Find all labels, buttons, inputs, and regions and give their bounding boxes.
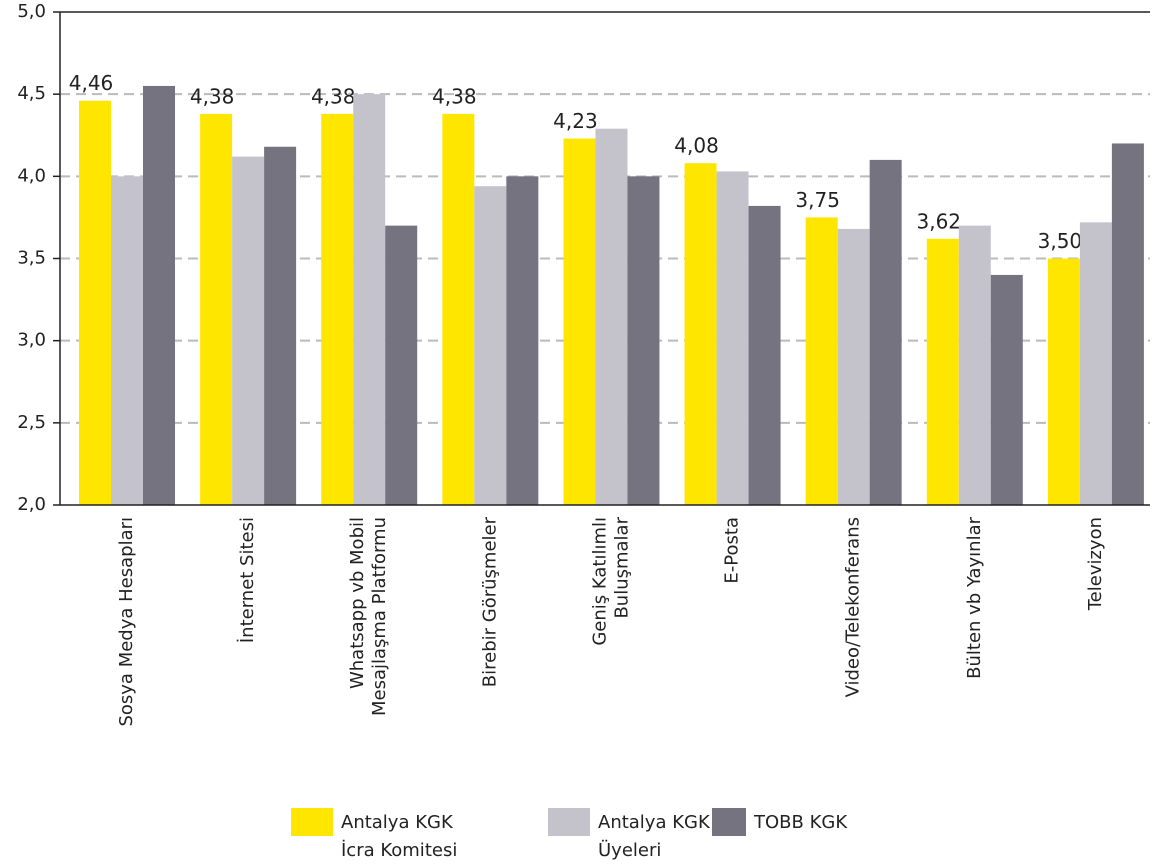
- bar: [143, 85, 175, 505]
- bar: [1111, 143, 1144, 505]
- y-tick-label: 3,0: [17, 330, 46, 351]
- bar: [200, 113, 233, 506]
- legend-label: TOBB KGK: [753, 812, 848, 833]
- bar: [926, 238, 959, 505]
- bar: [627, 176, 660, 506]
- bar: [595, 128, 628, 505]
- y-tick-label: 4,5: [17, 83, 46, 104]
- bar: [353, 94, 386, 506]
- bar: [869, 159, 902, 505]
- data-label: 4,46: [69, 71, 114, 95]
- x-tick-label: Whatsapp vb MobilMesajlaşma Platformu: [347, 517, 390, 716]
- legend-swatch: [291, 808, 333, 836]
- data-label: 4,38: [432, 84, 477, 108]
- x-tick-label: Birebir Görüşmeler: [479, 516, 500, 687]
- bar: [990, 274, 1023, 505]
- bar: [232, 156, 265, 505]
- data-label: 4,08: [674, 134, 719, 158]
- y-tick-label: 5,0: [17, 1, 46, 22]
- bar: [79, 100, 111, 506]
- x-tick-label: Geniş KatılımlıBuluşmalar: [589, 516, 632, 645]
- bar: [1047, 258, 1080, 505]
- bar: [958, 225, 991, 505]
- bar: [684, 163, 717, 506]
- bar: [1079, 222, 1112, 505]
- data-label: 4,38: [190, 84, 235, 108]
- data-label: 3,75: [795, 188, 840, 212]
- bar: [805, 217, 838, 505]
- bar: [264, 146, 297, 505]
- bar: [442, 113, 475, 506]
- legend-label: Antalya KGK İcra Komitesi: [341, 812, 457, 861]
- legend-swatch: [548, 808, 590, 836]
- y-tick-label: 4,0: [17, 165, 46, 186]
- bar: [385, 225, 418, 505]
- data-label: 3,62: [917, 209, 962, 233]
- bar: [837, 228, 870, 506]
- x-tick-label: Sosya Medya Hesapları: [116, 517, 137, 727]
- x-tick-label: İnternet Sitesi: [237, 517, 258, 643]
- bar: [716, 171, 749, 506]
- bar: [563, 138, 596, 505]
- bar: [321, 113, 354, 506]
- x-tick-label: Bülten vb Yayınlar: [964, 516, 985, 678]
- legend-swatch: [712, 808, 746, 836]
- y-tick-label: 2,0: [17, 494, 46, 515]
- y-tick-label: 3,5: [17, 248, 46, 269]
- x-tick-label: Televizyon: [1085, 517, 1106, 611]
- bar: [506, 176, 539, 506]
- bar: [474, 186, 507, 505]
- legend-label: Antalya KGK Üyeleri: [598, 812, 711, 861]
- y-tick-label: 2,5: [17, 412, 46, 433]
- x-tick-label: Video/Telekonferans: [843, 517, 864, 697]
- bar: [111, 176, 143, 506]
- x-tick-label: E-Posta: [722, 517, 743, 584]
- data-label: 4,23: [553, 109, 598, 133]
- data-label: 4,38: [311, 84, 356, 108]
- data-label: 3,50: [1038, 229, 1083, 253]
- bar: [748, 205, 781, 505]
